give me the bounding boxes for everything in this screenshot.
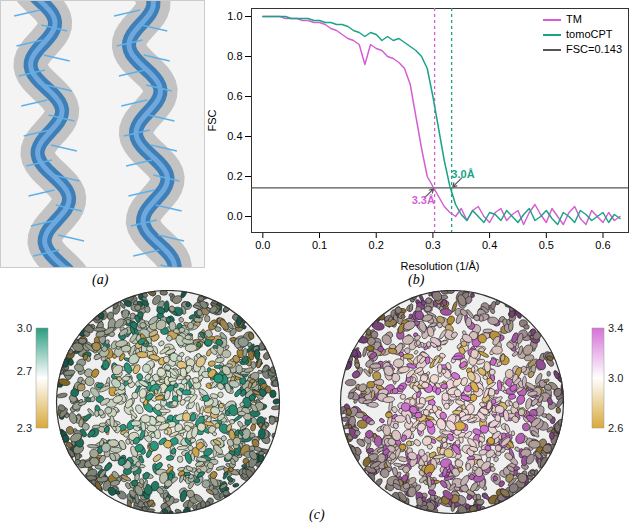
- svg-text:FSC: FSC: [206, 109, 218, 131]
- svg-text:3.0: 3.0: [608, 372, 623, 384]
- svg-text:0.2: 0.2: [369, 239, 384, 251]
- svg-text:1.0: 1.0: [227, 10, 242, 22]
- html-text:TM: TM: [566, 13, 582, 25]
- svg-text:0.4: 0.4: [482, 239, 497, 251]
- svg-text:0.1: 0.1: [312, 239, 327, 251]
- svg-text:0.0: 0.0: [227, 210, 242, 222]
- svg-text:0.4: 0.4: [227, 130, 242, 142]
- html-text:(b): (b): [408, 272, 425, 287]
- svg-text:0.8: 0.8: [227, 50, 242, 62]
- svg-text:0.3: 0.3: [425, 239, 440, 251]
- svg-text:0.2: 0.2: [227, 170, 242, 182]
- svg-text:3.0: 3.0: [17, 322, 32, 334]
- svg-text:3.3Å: 3.3Å: [412, 194, 435, 206]
- html-text:(c): (c): [309, 507, 325, 522]
- svg-text:Resolution (1/Å): Resolution (1/Å): [401, 260, 480, 272]
- svg-text:2.7: 2.7: [17, 365, 32, 377]
- html-text:(a): (a): [92, 272, 109, 287]
- svg-text:0.5: 0.5: [539, 239, 554, 251]
- svg-text:0.6: 0.6: [595, 239, 610, 251]
- html-text:tomoCPT: tomoCPT: [566, 28, 613, 40]
- svg-text:2.3: 2.3: [17, 422, 32, 434]
- svg-text:3.4: 3.4: [608, 322, 623, 334]
- svg-text:3.0Å: 3.0Å: [451, 168, 474, 180]
- svg-text:0.0: 0.0: [255, 239, 270, 251]
- svg-text:2.6: 2.6: [608, 422, 623, 434]
- html-text:FSC=0.143: FSC=0.143: [566, 43, 622, 55]
- svg-text:0.6: 0.6: [227, 90, 242, 102]
